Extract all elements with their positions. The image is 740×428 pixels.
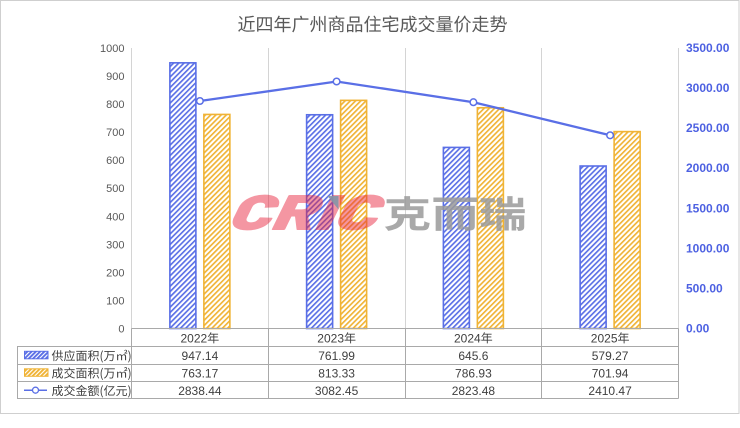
svg-text:579.27: 579.27 [592,349,629,363]
svg-text:800: 800 [106,99,124,111]
svg-text:2025: 2025 [591,331,618,345]
svg-text:300: 300 [106,239,124,251]
svg-text:2022: 2022 [181,331,208,345]
svg-text:2023: 2023 [317,331,344,345]
svg-text:2410.47: 2410.47 [588,384,632,398]
svg-text:2024: 2024 [454,331,481,345]
svg-text:2000.00: 2000.00 [686,161,730,175]
svg-text:2823.48: 2823.48 [452,384,496,398]
svg-text:200: 200 [106,267,124,279]
svg-text:600: 600 [106,155,124,167]
svg-text:3082.45: 3082.45 [315,384,359,398]
svg-text:763.17: 763.17 [182,367,219,381]
svg-text:500.00: 500.00 [686,281,723,295]
svg-text:0: 0 [118,324,124,336]
svg-text:700: 700 [106,127,124,139]
svg-text:1000.00: 1000.00 [686,241,730,255]
svg-text:0.00: 0.00 [686,322,710,336]
svg-text:701.94: 701.94 [592,367,629,381]
svg-text:813.33: 813.33 [318,367,355,381]
svg-text:100: 100 [106,295,124,307]
svg-text:400: 400 [106,211,124,223]
svg-text:500: 500 [106,183,124,195]
svg-text:3500.00: 3500.00 [686,41,730,55]
svg-text:1000: 1000 [100,43,124,55]
svg-text:2838.44: 2838.44 [178,384,222,398]
svg-text:2500.00: 2500.00 [686,121,730,135]
svg-text:900: 900 [106,71,124,83]
svg-text:947.14: 947.14 [182,349,219,363]
svg-text:786.93: 786.93 [455,367,492,381]
svg-text:761.99: 761.99 [318,349,355,363]
svg-text:3000.00: 3000.00 [686,81,730,95]
svg-text:645.6: 645.6 [458,349,488,363]
svg-text:1500.00: 1500.00 [686,201,730,215]
